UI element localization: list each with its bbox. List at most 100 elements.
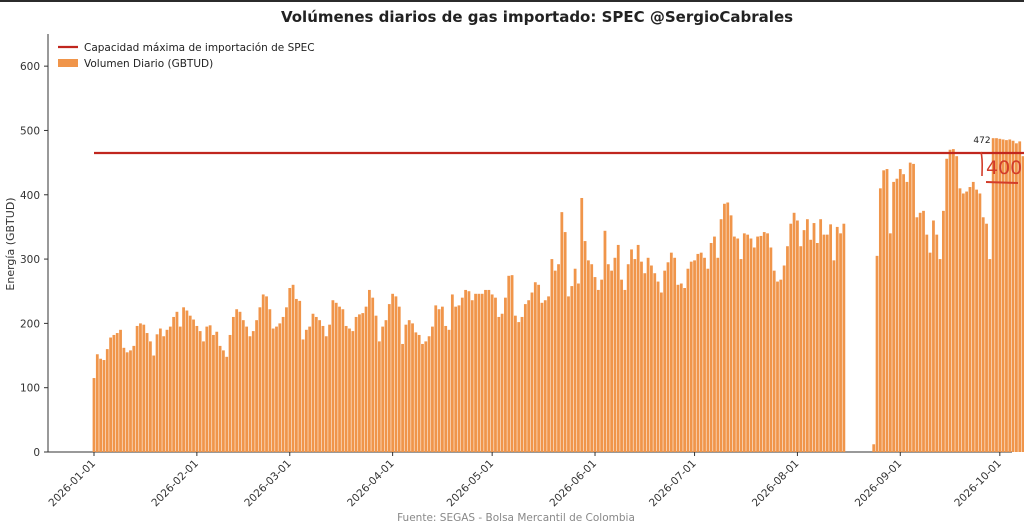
bar — [706, 268, 710, 452]
bar — [158, 328, 162, 452]
bar — [510, 275, 514, 452]
bar — [875, 255, 879, 452]
bar — [669, 252, 673, 452]
bar — [686, 268, 690, 452]
bar — [364, 306, 368, 452]
bar — [387, 304, 391, 452]
bar — [922, 210, 925, 452]
bar — [739, 259, 743, 452]
x-tick-label: 2026-03-01 — [242, 458, 294, 510]
bar — [105, 349, 109, 452]
y-tick-label: 100 — [20, 383, 40, 395]
bar — [895, 178, 899, 452]
bar — [218, 345, 222, 452]
bar — [457, 305, 461, 452]
bar — [434, 305, 438, 452]
bar — [308, 326, 312, 452]
x-tick-label: 2026-04-01 — [345, 458, 397, 510]
bar — [716, 257, 720, 452]
bar — [321, 325, 325, 452]
x-tick-label: 2026-01-01 — [46, 458, 98, 510]
legend-capacity-label: Capacidad máxima de importación de SPEC — [84, 42, 315, 54]
bar — [570, 286, 574, 452]
bar — [719, 219, 723, 452]
bar — [968, 187, 972, 453]
bar — [235, 309, 239, 452]
bar — [756, 236, 759, 452]
bar — [759, 235, 763, 452]
bar — [935, 234, 939, 452]
source-note: Fuente: SEGAS - Bolsa Mercantil de Colom… — [397, 512, 635, 524]
y-axis: 0 100 200 300 400 500 600 — [20, 34, 49, 459]
bar — [626, 264, 630, 452]
bar — [782, 265, 786, 452]
bar — [805, 219, 809, 452]
bar — [951, 149, 955, 453]
bar — [839, 233, 842, 452]
bar — [513, 315, 517, 452]
bar — [557, 264, 560, 452]
bar — [188, 315, 192, 452]
y-tick-label: 300 — [20, 254, 40, 266]
bar — [391, 293, 395, 452]
bar — [878, 188, 882, 452]
bar — [633, 259, 637, 452]
bar — [543, 300, 547, 452]
bar — [401, 343, 404, 452]
bar — [119, 329, 122, 452]
bar — [580, 197, 584, 452]
handwritten-stroke — [980, 151, 984, 177]
bar — [361, 313, 365, 452]
bar — [421, 343, 424, 452]
bar — [1008, 139, 1012, 452]
bar — [384, 320, 388, 452]
bar — [139, 323, 142, 452]
bar — [978, 193, 982, 453]
x-tick-label: 2026-02-01 — [149, 458, 201, 510]
bar — [620, 279, 623, 452]
bar — [550, 259, 554, 452]
bar — [1015, 143, 1018, 452]
bar — [547, 296, 550, 452]
bar — [600, 279, 604, 452]
bar — [537, 284, 541, 452]
bar — [520, 316, 524, 452]
bar — [152, 355, 156, 452]
bar — [603, 230, 607, 452]
bar — [693, 260, 696, 452]
bar — [1005, 140, 1008, 453]
bar — [464, 289, 468, 452]
bar — [112, 334, 116, 452]
bar — [842, 223, 846, 452]
bar — [168, 326, 172, 452]
bar — [1011, 140, 1015, 452]
y-tick-label: 0 — [33, 447, 40, 459]
bar — [650, 265, 653, 452]
bar — [238, 311, 242, 452]
bar — [762, 232, 766, 452]
bar — [268, 309, 272, 452]
bar — [898, 169, 902, 453]
bar — [381, 326, 385, 452]
bar — [334, 302, 338, 452]
bar — [414, 332, 418, 452]
bar — [636, 244, 640, 452]
bar — [772, 270, 776, 452]
bar — [729, 215, 733, 452]
bar — [155, 334, 159, 452]
bar — [208, 325, 212, 452]
bar — [590, 264, 594, 452]
bar — [746, 234, 750, 452]
bar — [397, 306, 401, 452]
bar — [248, 336, 252, 452]
bar — [699, 252, 703, 452]
bar — [703, 257, 706, 452]
bar — [215, 331, 219, 452]
bar — [125, 352, 129, 452]
bar — [344, 325, 348, 452]
bar — [358, 314, 361, 452]
bar — [527, 300, 531, 452]
bar — [799, 246, 803, 452]
bar — [255, 320, 258, 452]
bar — [888, 233, 892, 452]
